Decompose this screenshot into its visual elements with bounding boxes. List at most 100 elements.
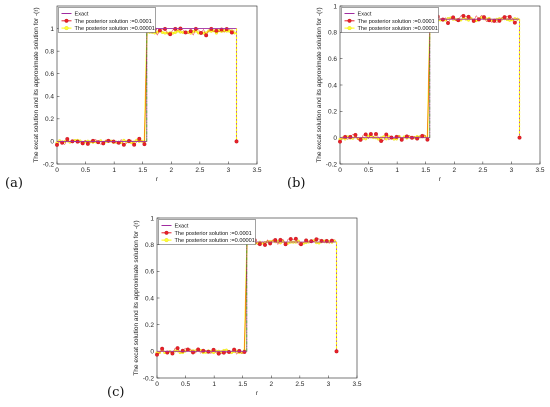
series-posterior-0001-point	[201, 348, 206, 353]
series-posterior-0001-point	[132, 142, 137, 147]
series-posterior-00001-point	[173, 31, 177, 35]
x-tick-label: 2	[169, 167, 173, 174]
series-posterior-0001-point	[55, 142, 59, 147]
series-posterior-00001-point	[178, 30, 182, 34]
series-posterior-0001-point	[121, 142, 126, 147]
y-tick-label: 0.6	[145, 269, 154, 276]
series-posterior-0001-point	[492, 18, 497, 23]
series-posterior-0001-point	[348, 135, 353, 139]
series-posterior-0001-point	[440, 17, 445, 22]
x-tick-label: 0.5	[364, 167, 373, 174]
y-tick-label: 0	[333, 135, 337, 142]
series-posterior-0001-point	[293, 236, 298, 241]
legend-swatch-marker	[347, 18, 352, 23]
series-posterior-0001-point	[471, 18, 476, 23]
series-posterior-0001-point	[368, 132, 373, 137]
legend-entry-label: The posterior solution :=0.0001	[358, 19, 435, 25]
series-posterior-0001-point	[168, 32, 173, 37]
panel-label-2: (b)	[287, 176, 305, 191]
y-tick-label: 0.6	[45, 71, 54, 78]
y-tick-label: 0.4	[145, 295, 154, 302]
x-axis-label: r	[256, 390, 259, 397]
series-posterior-0001-line	[56, 28, 235, 146]
y-tick-label: 0.2	[145, 322, 154, 329]
series-posterior-0001-point	[278, 237, 283, 242]
x-tick-label: 2.5	[478, 167, 487, 174]
x-tick-label: 2.5	[195, 167, 204, 174]
series-posterior-0001-point	[394, 134, 399, 139]
series-posterior-0001-point	[185, 347, 190, 352]
end-point-marker	[517, 135, 522, 140]
series-posterior-0001-point	[314, 237, 319, 242]
series-posterior-0001-point	[96, 140, 101, 145]
x-tick-label: 1	[112, 167, 116, 174]
x-tick-label: 3	[327, 381, 331, 388]
series-posterior-0001-point	[379, 139, 384, 143]
series-posterior-0001-point	[363, 132, 368, 137]
series-posterior-0001-point	[199, 31, 203, 35]
x-tick-label: 2	[269, 381, 273, 388]
series-posterior-0001-point	[451, 15, 456, 20]
y-axis-label: The excat solution and its approximate s…	[133, 220, 140, 375]
legend-box	[341, 7, 439, 33]
legend-swatch-marker	[64, 18, 69, 23]
series-posterior-0001-point	[420, 133, 425, 138]
series-posterior-0001-point	[204, 33, 209, 38]
end-point-marker	[334, 349, 339, 354]
legend-swatch-marker	[164, 230, 169, 235]
legend-entry-label: The posterior solution :=0.00001	[75, 26, 155, 32]
x-tick-label: 1	[395, 167, 399, 174]
x-tick-label: 3.5	[352, 381, 361, 388]
series-posterior-0001-point	[237, 348, 242, 353]
series-posterior-0001-point	[257, 242, 262, 247]
series-posterior-0001-point	[216, 351, 221, 356]
series-posterior-0001-point	[343, 134, 348, 139]
series-posterior-0001-point	[127, 138, 131, 143]
series-posterior-0001-point	[183, 30, 188, 35]
y-tick-label: 0.6	[328, 56, 337, 63]
x-tick-label: 2.5	[295, 381, 304, 388]
series-posterior-0001-point	[358, 137, 363, 142]
legend-entry-label: Exact	[175, 224, 189, 230]
series-posterior-0001-point	[283, 242, 288, 247]
y-tick-label: -0.2	[143, 375, 155, 382]
series-posterior-0001-point	[137, 136, 142, 141]
legend-box	[158, 219, 256, 245]
series-posterior-00001-point	[163, 31, 167, 35]
legend-entry-label: The posterior solution :=0.00001	[358, 26, 438, 32]
y-tick-label: 0.4	[328, 82, 337, 89]
series-posterior-0001-point	[374, 132, 378, 136]
y-tick-label: 0	[50, 139, 54, 146]
series-posterior-0001-point	[85, 141, 90, 146]
series-posterior-0001-point	[157, 28, 162, 33]
series-posterior-0001-point	[446, 21, 450, 26]
legend-entry-label: The posterior solution :=0.0001	[175, 231, 252, 237]
series-posterior-0001-point	[399, 137, 404, 142]
series-posterior-00001-point	[176, 29, 180, 33]
x-tick-label: 1.5	[138, 167, 147, 174]
series-posterior-0001-point	[263, 242, 267, 247]
panel-label-3: (c)	[107, 385, 124, 400]
legend-swatch-marker	[347, 26, 352, 31]
end-point-marker	[234, 139, 239, 144]
x-tick-label: 3.5	[252, 167, 261, 174]
y-tick-label: 0.8	[145, 242, 154, 249]
series-posterior-0001-point	[502, 15, 507, 20]
y-tick-label: -0.2	[43, 161, 55, 168]
x-tick-label: 0.5	[181, 381, 190, 388]
series-posterior-0001-point	[273, 238, 278, 243]
y-tick-label: 0.8	[328, 30, 337, 37]
series-posterior-0001-point	[214, 28, 219, 33]
series-posterior-0001-point	[299, 242, 303, 247]
series-posterior-0001-point	[116, 140, 121, 145]
x-tick-label: 3.5	[535, 167, 544, 174]
series-posterior-0001-point	[507, 14, 512, 19]
series-posterior-0001-point	[512, 20, 517, 25]
x-axis-label: r	[439, 176, 442, 183]
legend-entry-label: The posterior solution :=0.0001	[75, 19, 152, 25]
